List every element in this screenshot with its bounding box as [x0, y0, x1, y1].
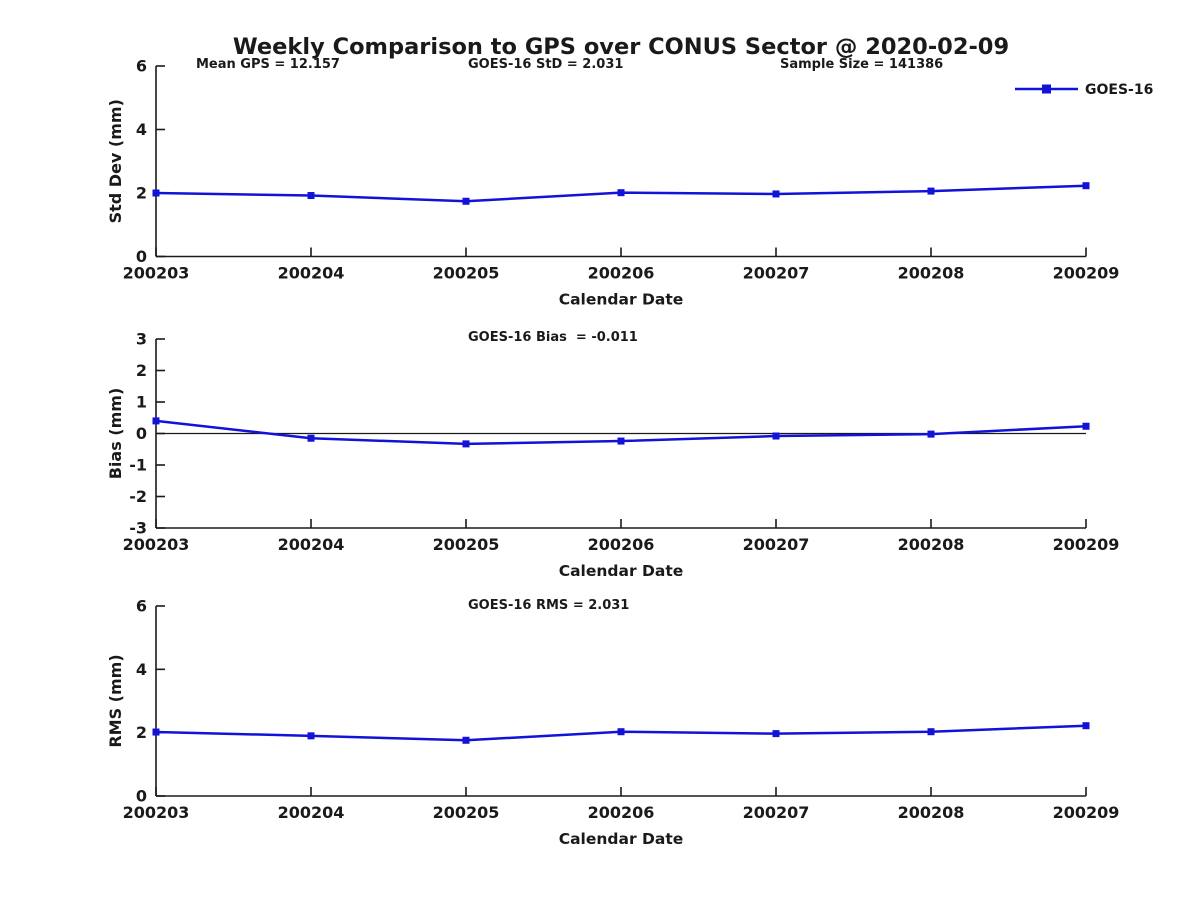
figure-title: Weekly Comparison to GPS over CONUS Sect…	[233, 34, 1009, 60]
data-point-marker	[462, 736, 470, 744]
y-tick-label: 2	[136, 723, 147, 742]
data-point-marker	[617, 728, 625, 736]
data-point-marker	[1082, 182, 1090, 190]
x-tick-label: 200206	[588, 264, 655, 283]
data-point-marker	[462, 197, 470, 205]
y-tick-label: -2	[129, 487, 147, 506]
data-point-marker	[307, 192, 315, 200]
x-tick-label: 200209	[1053, 535, 1120, 554]
data-point-marker	[617, 189, 625, 197]
annotation-text: GOES-16 Bias = -0.011	[468, 330, 638, 345]
x-tick-label: 200207	[743, 264, 810, 283]
legend-series-label: GOES-16	[1085, 82, 1153, 98]
data-point-marker	[152, 417, 160, 425]
x-tick-label: 200208	[898, 264, 965, 283]
annotation-text: Mean GPS = 12.157	[196, 57, 340, 72]
data-point-marker	[152, 189, 160, 197]
legend: GOES-16	[1015, 82, 1153, 98]
x-tick-label: 200209	[1053, 264, 1120, 283]
y-axis-title: RMS (mm)	[106, 654, 125, 747]
annotation-text: GOES-16 RMS = 2.031	[468, 598, 629, 613]
x-tick-label: 200204	[278, 803, 345, 822]
y-tick-label: 2	[136, 361, 147, 380]
y-tick-label: -3	[129, 519, 147, 538]
legend-marker-icon	[1042, 84, 1051, 94]
x-tick-label: 200208	[898, 803, 965, 822]
y-tick-label: 2	[136, 184, 147, 203]
data-point-marker	[1082, 422, 1090, 430]
y-tick-label: 6	[136, 597, 147, 616]
x-axis-title: Calendar Date	[559, 562, 684, 580]
y-tick-label: 0	[136, 424, 147, 443]
y-tick-label: 3	[136, 330, 147, 349]
x-tick-label: 200203	[123, 803, 190, 822]
annotation-text: Sample Size = 141386	[780, 57, 943, 72]
subplot-stddev: 0 2 4 6 200203 200204 200205 200206 200207 200208…	[106, 57, 1119, 309]
x-tick-label: 200205	[433, 803, 500, 822]
y-tick-label: 4	[136, 660, 147, 679]
data-point-marker	[772, 730, 780, 738]
data-point-marker	[772, 432, 780, 440]
y-tick-label: 6	[136, 57, 147, 76]
y-tick-label: 1	[136, 393, 147, 412]
y-tick-label: 0	[136, 247, 147, 266]
x-tick-label: 200207	[743, 803, 810, 822]
data-point-marker	[152, 728, 160, 736]
x-axis-title: Calendar Date	[559, 830, 684, 848]
x-tick-label: 200207	[743, 535, 810, 554]
x-tick-label: 200205	[433, 264, 500, 283]
x-tick-label: 200203	[123, 264, 190, 283]
x-tick-label: 200208	[898, 535, 965, 554]
data-point-marker	[927, 728, 935, 736]
y-tick-label: -1	[129, 456, 147, 475]
data-point-marker	[462, 440, 470, 448]
data-point-marker	[927, 187, 935, 195]
y-axis-title: Bias (mm)	[106, 388, 125, 480]
data-point-marker	[617, 437, 625, 445]
x-tick-label: 200206	[588, 803, 655, 822]
data-point-marker	[307, 732, 315, 740]
x-tick-label: 200203	[123, 535, 190, 554]
data-point-marker	[1082, 722, 1090, 730]
y-tick-label: 4	[136, 120, 147, 139]
x-tick-label: 200204	[278, 535, 345, 554]
annotation-text: GOES-16 StD = 2.031	[468, 57, 623, 72]
y-tick-label: 0	[136, 787, 147, 806]
x-axis-title: Calendar Date	[559, 291, 684, 309]
data-point-marker	[927, 430, 935, 438]
x-tick-label: 200209	[1053, 803, 1120, 822]
data-point-marker	[307, 434, 315, 442]
y-axis-title: Std Dev (mm)	[106, 99, 125, 223]
x-tick-label: 200204	[278, 264, 345, 283]
subplot-rms: 0 2 4 6 200203 200204 200205 200206 200207 200208…	[106, 597, 1119, 849]
x-tick-label: 200205	[433, 535, 500, 554]
data-point-marker	[772, 190, 780, 198]
x-tick-label: 200206	[588, 535, 655, 554]
